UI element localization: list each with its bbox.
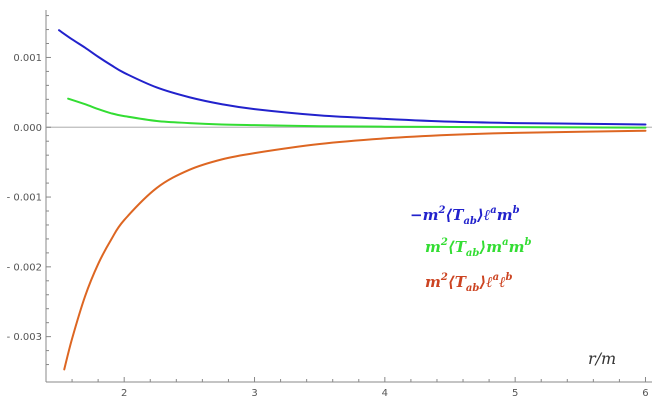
tick-labels: 2 3 4 5 6 0.001 0.000 - 0.001 - 0.002 - 0.003 (7, 53, 649, 399)
series-line-2 (67, 97, 647, 129)
x-tick-label: 4 (382, 388, 388, 399)
series-line-3 (63, 129, 647, 371)
series-lines (58, 29, 647, 371)
legend-entry-1: −m2⟨Tab⟩ℓamb (410, 205, 520, 227)
y-tick-label: - 0.002 (7, 262, 42, 273)
legend-entry-2: m2⟨Tab⟩mamb (425, 237, 531, 259)
legend: −m2⟨Tab⟩ℓamb m2⟨Tab⟩mamb m2⟨Tab⟩ℓaℓb (410, 205, 531, 294)
x-tick-label: 5 (512, 388, 518, 399)
x-axis-label: r/m (588, 349, 616, 368)
x-tick-label: 6 (642, 388, 648, 399)
y-tick-label: 0.000 (13, 123, 42, 134)
y-tick-label: - 0.001 (7, 193, 42, 204)
y-tick-label: 0.001 (13, 53, 42, 64)
x-tick-label: 2 (121, 388, 127, 399)
y-tick-label: - 0.003 (7, 332, 42, 343)
legend-entry-3: m2⟨Tab⟩ℓaℓb (425, 272, 513, 294)
x-tick-label: 3 (251, 388, 257, 399)
axes (45, 10, 652, 383)
series-line-1 (58, 29, 647, 126)
